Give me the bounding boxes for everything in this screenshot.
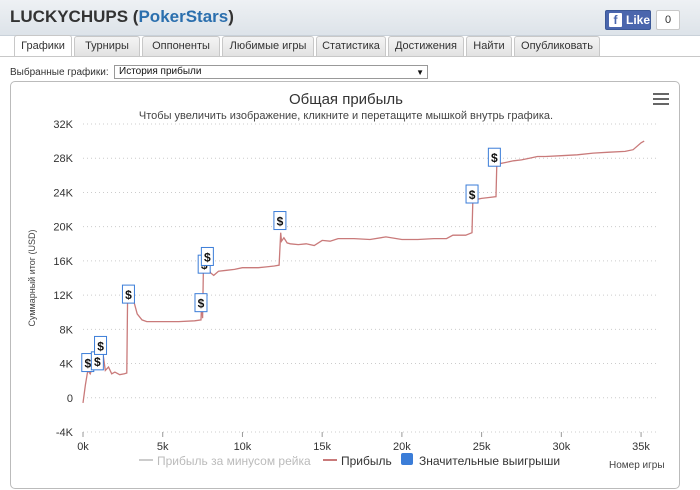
y-tick-label: 32K: [53, 119, 73, 131]
y-tick-label: 8K: [60, 324, 74, 336]
chart-selector-value: История прибыли: [119, 66, 202, 77]
big-win-flag: [200, 246, 214, 266]
facebook-like-count: 0: [656, 10, 680, 30]
x-tick-label: 10k: [234, 441, 252, 453]
x-tick-label: 20k: [393, 441, 411, 453]
x-tick-label: 5k: [157, 441, 169, 453]
y-axis-label: Суммарный итог (USD): [27, 229, 37, 326]
big-win-flag-label: $: [491, 151, 498, 165]
big-win-flag: [194, 293, 208, 313]
big-win-flag-label: $: [97, 339, 104, 353]
app-header: LUCKYCHUPS (PokerStars) f Like 0: [0, 0, 700, 36]
big-win-flag-label: $: [84, 357, 91, 371]
facebook-like-button[interactable]: f Like: [605, 10, 651, 30]
legend-item-rake[interactable]: Прибыль за минусом рейка: [157, 454, 311, 468]
x-tick-label: 0k: [77, 441, 89, 453]
legend-item-profit[interactable]: Прибыль: [341, 454, 392, 468]
big-win-flag: [273, 211, 287, 231]
chart-selector-dropdown[interactable]: История прибыли ▼: [114, 65, 428, 79]
legend-swatch-rake: [139, 459, 153, 461]
page-title: LUCKYCHUPS (PokerStars): [10, 7, 234, 27]
room-close-paren: ): [228, 7, 234, 26]
y-tick-label: 4K: [60, 359, 74, 371]
room-link[interactable]: PokerStars: [138, 7, 229, 26]
chart-subtitle: Чтобы увеличить изображение, кликните и …: [138, 110, 554, 122]
tab-favorite-games[interactable]: Любимые игры: [222, 36, 314, 56]
tab-find[interactable]: Найти: [466, 36, 512, 56]
tab-achievements[interactable]: Достижения: [388, 36, 464, 56]
y-tick-label: 0: [67, 393, 73, 405]
chart-title: Общая прибыль: [288, 91, 404, 108]
y-tick-label: 24K: [53, 187, 73, 199]
x-axis-label: Номер игры: [609, 460, 665, 471]
big-win-flag-label: $: [469, 188, 476, 202]
big-win-flag-label: $: [94, 355, 101, 369]
facebook-icon: f: [609, 13, 622, 27]
chart-selector-label: Выбранные графики:: [10, 67, 109, 78]
y-tick-label: 20K: [53, 222, 73, 234]
legend-swatch-big-wins: [401, 453, 413, 465]
profit-chart[interactable]: -4K 0 4K 8K 12K 16K 20K 24K 28K 32K 0k 5k 10k 15k 20k 2…: [10, 81, 680, 489]
legend-swatch-profit: [323, 459, 337, 461]
charts-panel: Выбранные графики: История прибыли ▼ -4K…: [0, 56, 700, 490]
y-tick-label: -4K: [56, 427, 74, 439]
big-win-flag-label: $: [277, 215, 284, 229]
menu-icon[interactable]: [653, 93, 669, 105]
big-win-flag-label: $: [125, 288, 132, 302]
x-tick-label: 25k: [473, 441, 491, 453]
tab-statistics[interactable]: Статистика: [316, 36, 386, 56]
tab-publish[interactable]: Опубликовать: [514, 36, 600, 56]
big-win-flag: [465, 184, 479, 204]
series-line-profit: [82, 140, 645, 403]
tab-tournaments[interactable]: Турниры: [74, 36, 140, 56]
y-tick-label: 28K: [53, 153, 73, 165]
player-name: LUCKYCHUPS: [10, 7, 129, 26]
big-win-flag: [94, 335, 108, 355]
chevron-down-icon: ▼: [416, 68, 424, 77]
y-tick-label: 12K: [53, 290, 73, 302]
big-win-flag-label: $: [198, 297, 205, 311]
tab-charts[interactable]: Графики: [14, 35, 72, 56]
big-win-flag: [487, 147, 501, 167]
chart-canvas[interactable]: -4K 0 4K 8K 12K 16K 20K 24K 28K 32K 0k 5k 10k 15k 20k 2…: [11, 82, 680, 489]
legend-item-big-wins[interactable]: Значительные выигрыши: [419, 454, 561, 468]
tab-opponents[interactable]: Оппоненты: [142, 36, 220, 56]
room-open-paren: (: [132, 7, 139, 26]
y-tick-label: 16K: [53, 256, 73, 268]
big-win-flag-label: $: [204, 250, 211, 264]
facebook-like-label: Like: [625, 13, 650, 27]
x-tick-label: 15k: [313, 441, 331, 453]
big-win-flag: [121, 284, 135, 304]
x-tick-label: 35k: [632, 441, 650, 453]
x-tick-label: 30k: [552, 441, 570, 453]
